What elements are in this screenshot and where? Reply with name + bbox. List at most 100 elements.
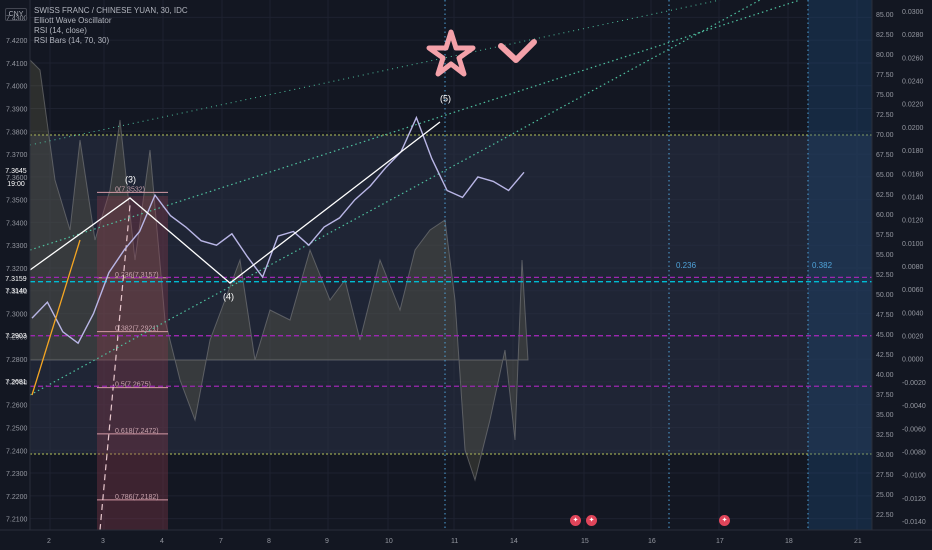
rsi-tick-label: 67.50 bbox=[876, 152, 894, 159]
price-tick-label: 7.2100 bbox=[6, 517, 28, 524]
horizontal-levels bbox=[30, 276, 872, 387]
osc-tick-label: 0.0260 bbox=[902, 55, 924, 62]
price-tick-label: 7.3100 bbox=[6, 289, 28, 296]
x-tick-label: 17 bbox=[716, 538, 724, 545]
wave-label: (3) bbox=[125, 175, 136, 185]
rsi-tick-label: 32.50 bbox=[876, 432, 894, 439]
fib-box bbox=[97, 196, 168, 530]
price-line bbox=[31, 115, 525, 345]
price-tick-label: 7.3200 bbox=[6, 266, 28, 273]
price-tick-label: 7.3500 bbox=[6, 198, 28, 205]
rsi-tick-label: 47.50 bbox=[876, 312, 894, 319]
level-tag: 7.3140 bbox=[5, 288, 27, 295]
price-tick-label: 7.3600 bbox=[6, 175, 28, 182]
osc-tick-label: 0.0280 bbox=[902, 32, 924, 39]
x-tick-label: 18 bbox=[785, 538, 793, 545]
time-ratio-label: 0.382 bbox=[812, 261, 833, 270]
x-tick-label: 8 bbox=[267, 538, 271, 545]
rsi-tick-label: 70.00 bbox=[876, 132, 894, 139]
indicator-rsi-bars[interactable]: RSI Bars (14, 70, 30) bbox=[34, 36, 110, 45]
x-tick-label: 9 bbox=[325, 538, 329, 545]
indicator-ewo[interactable]: Elliott Wave Oscillator bbox=[34, 16, 112, 25]
chart-title[interactable]: SWISS FRANC / CHINESE YUAN, 30, IDC bbox=[34, 6, 188, 15]
checkmark-icon bbox=[498, 39, 537, 63]
price-tick-label: 7.2500 bbox=[6, 425, 28, 432]
trend-channel bbox=[29, 0, 801, 396]
price-tick-label: 7.3300 bbox=[6, 243, 28, 250]
price-tick-label: 7.3000 bbox=[6, 312, 28, 319]
channel-line bbox=[29, 0, 761, 396]
x-tick-label: 10 bbox=[385, 538, 393, 545]
fib-level-label: 0.786(7.2182) bbox=[115, 494, 159, 501]
x-tick-label: 14 bbox=[510, 538, 518, 545]
countdown-tag: 19:00 bbox=[7, 181, 25, 188]
event-flag-icon[interactable]: ✦ bbox=[719, 515, 730, 526]
fib-retracement: 0(7.3532) 0.236(7.3157) 0.382(7.2921) 0.5(7… bbox=[97, 186, 168, 531]
rsi-tick-label: 30.00 bbox=[876, 452, 894, 459]
rsi-tick-label: 37.50 bbox=[876, 392, 894, 399]
rsi-tick-label: 72.50 bbox=[876, 112, 894, 119]
x-tick-label: 11 bbox=[451, 538, 458, 545]
level-tag: 7.2903 bbox=[5, 333, 27, 340]
osc-tick-label: 0.0200 bbox=[902, 125, 924, 132]
x-tick-label: 15 bbox=[581, 538, 589, 545]
time-ratio-label: 0.236 bbox=[676, 261, 697, 270]
osc-tick-label: 0.0140 bbox=[902, 194, 924, 201]
fib-level-label: 0.5(7.2675) bbox=[115, 382, 151, 389]
x-tick-label: 16 bbox=[648, 538, 656, 545]
price-tick-label: 7.3800 bbox=[6, 129, 28, 136]
rsi-tick-label: 85.00 bbox=[876, 12, 894, 19]
legend: SWISS FRANC / CHINESE YUAN, 30, IDC Elli… bbox=[34, 6, 188, 46]
osc-tick-label: 0.0040 bbox=[902, 310, 924, 317]
x-tick-label: 7 bbox=[219, 538, 223, 545]
rsi-tick-label: 45.00 bbox=[876, 332, 894, 339]
price-tick-label: 7.4200 bbox=[6, 38, 28, 45]
level-tag: 7.3159 bbox=[5, 276, 27, 283]
x-tick-label: 3 bbox=[101, 538, 105, 545]
price-tick-label: 7.3700 bbox=[6, 152, 28, 159]
price-series bbox=[31, 115, 525, 345]
price-tick-label: 7.4100 bbox=[6, 61, 28, 68]
price-tick-label: 7.2200 bbox=[6, 494, 28, 501]
rsi-tick-label: 60.00 bbox=[876, 212, 894, 219]
indicator-rsi[interactable]: RSI (14, close) bbox=[34, 26, 87, 35]
osc-tick-label: -0.0040 bbox=[902, 403, 926, 410]
osc-tick-label: -0.0140 bbox=[902, 519, 926, 526]
level-tag: 7.2681 bbox=[5, 379, 27, 386]
fib-level-label: 0.236(7.3157) bbox=[115, 272, 159, 279]
annotation-marks bbox=[426, 29, 537, 77]
rsi-area-fill bbox=[29, 58, 529, 482]
currency-badge[interactable]: CNY bbox=[5, 8, 27, 21]
x-tick-label: 2 bbox=[47, 538, 51, 545]
rsi-tick-label: 35.00 bbox=[876, 412, 894, 419]
fib-level-label: 0.382(7.2921) bbox=[115, 326, 159, 333]
rsi-tick-label: 65.00 bbox=[876, 172, 894, 179]
rsi-area bbox=[29, 58, 529, 482]
price-tick-label: 7.3400 bbox=[6, 220, 28, 227]
fib-trend-line bbox=[99, 204, 131, 531]
price-tick-label: 7.3900 bbox=[6, 107, 28, 114]
rsi-tick-label: 57.50 bbox=[876, 232, 894, 239]
osc-tick-label: -0.0100 bbox=[902, 473, 926, 480]
osc-tick-label: -0.0120 bbox=[902, 496, 926, 503]
osc-tick-label: 0.0220 bbox=[902, 102, 924, 109]
overbought-oversold-band bbox=[30, 0, 872, 530]
osc-tick-label: 0.0080 bbox=[902, 264, 924, 271]
star-icon bbox=[426, 29, 476, 77]
price-tick-label: 7.2300 bbox=[6, 471, 28, 478]
rsi-tick-label: 22.50 bbox=[876, 512, 894, 519]
price-tick-label: 7.2700 bbox=[6, 380, 28, 387]
osc-tick-label: -0.0060 bbox=[902, 426, 926, 433]
osc-tick-label: 0.0300 bbox=[902, 9, 924, 16]
rsi-band bbox=[30, 135, 872, 454]
price-tick-label: 7.2600 bbox=[6, 403, 28, 410]
event-flag-icon[interactable]: ✦ bbox=[570, 515, 581, 526]
osc-tick-label: 0.0160 bbox=[902, 171, 924, 178]
osc-tick-label: -0.0080 bbox=[902, 449, 926, 456]
osc-tick-label: 0.0120 bbox=[902, 218, 924, 225]
wave-line bbox=[31, 239, 81, 396]
price-tick-label: 7.4300 bbox=[6, 15, 28, 22]
rsi-tick-label: 82.50 bbox=[876, 32, 894, 39]
event-flag-icon[interactable]: ✦ bbox=[586, 515, 597, 526]
